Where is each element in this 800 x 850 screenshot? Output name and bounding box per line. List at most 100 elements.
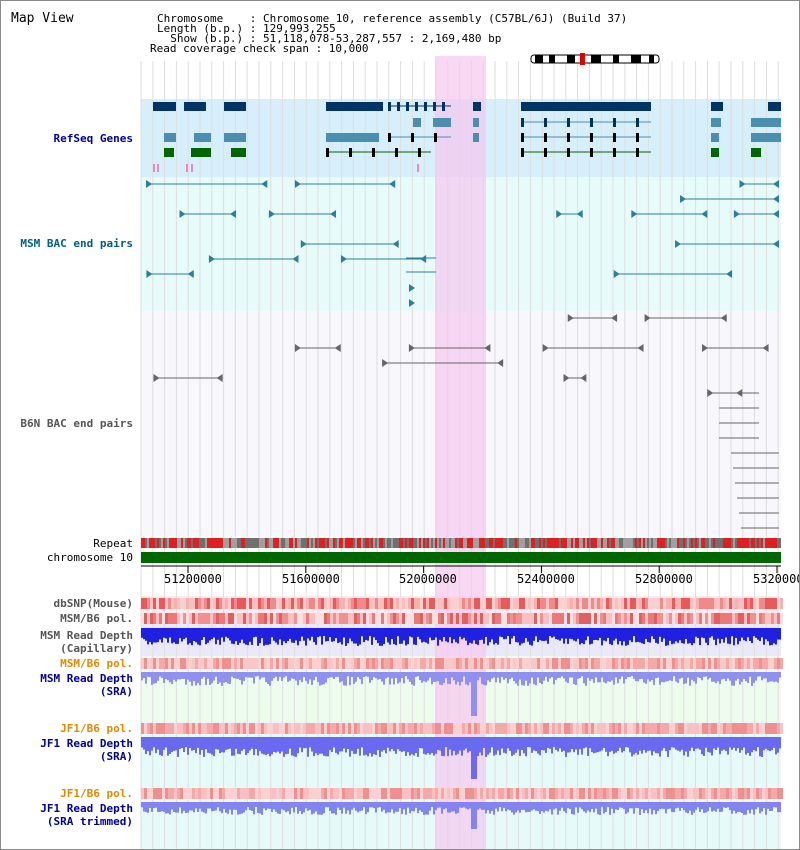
msm-capillary-depth-bar <box>353 628 355 644</box>
jf1-pol-cell <box>393 723 396 734</box>
msm-pol2-cell <box>462 658 465 669</box>
msm-pol2-cell <box>483 658 486 669</box>
msm-pol2-cell <box>675 658 678 669</box>
track-label-b6n-bac[interactable]: B6N BAC end pairs <box>20 417 133 430</box>
msm-sra-depth-bar <box>379 672 381 680</box>
jf1-pol-cell <box>528 723 531 734</box>
msm-sra-depth-bar <box>385 672 387 679</box>
msm-pol-cell <box>750 613 753 624</box>
dbsnp-cell <box>447 598 450 609</box>
jf1-pol2-cell <box>279 788 282 799</box>
dbsnp-cell <box>633 598 636 609</box>
jf1-sra-depth-bar <box>665 737 667 752</box>
repeat-block <box>285 538 287 548</box>
msm-capillary-depth-bar <box>719 628 721 644</box>
msm-pol-cell <box>414 613 417 624</box>
msm-capillary-depth-bar <box>595 628 597 640</box>
track-label-msm-depth-sra[interactable]: MSM Read Depth <box>40 672 133 685</box>
repeat-block <box>283 538 285 548</box>
msm-pol2-cell <box>186 658 189 669</box>
jf1-sra-depth-bar <box>177 737 179 757</box>
track-label-refseq[interactable]: RefSeq Genes <box>53 132 133 145</box>
jf1-pol2-cell <box>189 788 192 799</box>
jf1-pol-cell <box>270 723 273 734</box>
jf1-pol2-cell <box>219 788 222 799</box>
dbsnp-cell <box>141 598 144 609</box>
jf1-sra-depth-bar <box>467 737 469 753</box>
msm-bac-pair-end <box>613 270 620 278</box>
track-label-jf1-depth-trimmed[interactable]: JF1 Read Depth <box>40 802 133 815</box>
jf1-sra-depth-bar <box>645 737 647 753</box>
track-label-repeat[interactable]: Repeat <box>93 537 133 550</box>
repeat-block <box>227 538 229 548</box>
gene-exon <box>372 148 375 157</box>
msm-capillary-depth-bar <box>545 628 547 641</box>
gene-exon <box>415 102 418 111</box>
jf1-sra-depth-bar <box>229 737 231 749</box>
msm-pol2-cell <box>510 658 513 669</box>
jf1-trimmed-depth-bar <box>185 802 187 814</box>
msm-pol-cell <box>696 613 699 624</box>
jf1-pol-cell <box>357 723 360 734</box>
msm-capillary-depth-bar <box>715 628 717 646</box>
msm-capillary-depth-bar <box>551 628 553 638</box>
jf1-pol-cell <box>327 723 330 734</box>
msm-sra-depth-bar <box>651 672 653 681</box>
dbsnp-cell <box>648 598 651 609</box>
jf1-trimmed-depth-bar <box>267 802 269 809</box>
gene-mark <box>153 164 155 172</box>
msm-pol2-cell <box>147 658 150 669</box>
msm-sra-depth-bar <box>351 672 353 677</box>
jf1-pol-cell <box>216 723 219 734</box>
msm-capillary-depth-bar <box>701 628 703 638</box>
track-label-msm-b6-pol[interactable]: MSM/B6 pol. <box>60 612 133 625</box>
msm-sra-depth-bar <box>451 672 453 678</box>
jf1-pol-cell <box>522 723 525 734</box>
track-label-jf1-b6-pol-2[interactable]: JF1/B6 pol. <box>60 787 133 800</box>
gene-exon <box>418 148 421 157</box>
track-label-msm-bac[interactable]: MSM BAC end pairs <box>20 237 133 250</box>
jf1-pol-cell <box>381 723 384 734</box>
msm-sra-depth-bar <box>157 672 159 681</box>
gene-mark <box>157 164 159 172</box>
jf1-pol2-cell <box>660 788 663 799</box>
msm-pol2-cell <box>228 658 231 669</box>
jf1-pol-cell <box>699 723 702 734</box>
jf1-trimmed-depth-bar <box>205 802 207 814</box>
repeat-block <box>613 538 615 548</box>
jf1-trimmed-depth-bar <box>439 802 441 808</box>
dbsnp-cell <box>747 598 750 609</box>
msm-capillary-depth-bar <box>289 628 291 639</box>
track-label-msm-b6-pol-2[interactable]: MSM/B6 pol. <box>60 657 133 670</box>
track-label-jf1-depth-sra[interactable]: JF1 Read Depth <box>40 737 133 750</box>
track-label-msm-depth-capillary[interactable]: MSM Read Depth <box>40 629 133 642</box>
jf1-trimmed-depth-bar <box>731 802 733 814</box>
jf1-pol2-cell <box>273 788 276 799</box>
track-label-dbsnp[interactable]: dbSNP(Mouse) <box>53 597 133 610</box>
msm-pol-cell <box>708 613 711 624</box>
jf1-pol2-cell <box>156 788 159 799</box>
msm-capillary-depth-bar <box>455 628 457 643</box>
msm-capillary-depth-bar <box>383 628 385 645</box>
jf1-sra-depth-bar <box>495 737 497 755</box>
msm-capillary-depth-bar <box>731 628 733 637</box>
jf1-sra-depth-bar <box>215 737 217 750</box>
track-label-chromosome[interactable]: chromosome 10 <box>46 551 133 564</box>
msm-capillary-depth-bar <box>153 628 155 643</box>
msm-sra-depth-bar <box>299 672 301 680</box>
jf1-pol-cell <box>417 723 420 734</box>
msm-pol2-cell <box>729 658 732 669</box>
jf1-trimmed-depth-bar <box>513 802 515 815</box>
track-label-jf1-b6-pol[interactable]: JF1/B6 pol. <box>60 722 133 735</box>
msm-capillary-depth-bar <box>527 628 529 642</box>
jf1-trimmed-depth-bar <box>379 802 381 808</box>
gene-exon <box>388 133 391 142</box>
msm-capillary-depth-bar <box>429 628 431 638</box>
msm-pol-cell <box>504 613 507 624</box>
gene-exon <box>231 148 246 157</box>
jf1-trimmed-depth-bar <box>715 802 717 812</box>
jf1-trimmed-depth-bar <box>517 802 519 811</box>
jf1-pol2-cell <box>513 788 516 799</box>
jf1-pol2-cell <box>729 788 732 799</box>
